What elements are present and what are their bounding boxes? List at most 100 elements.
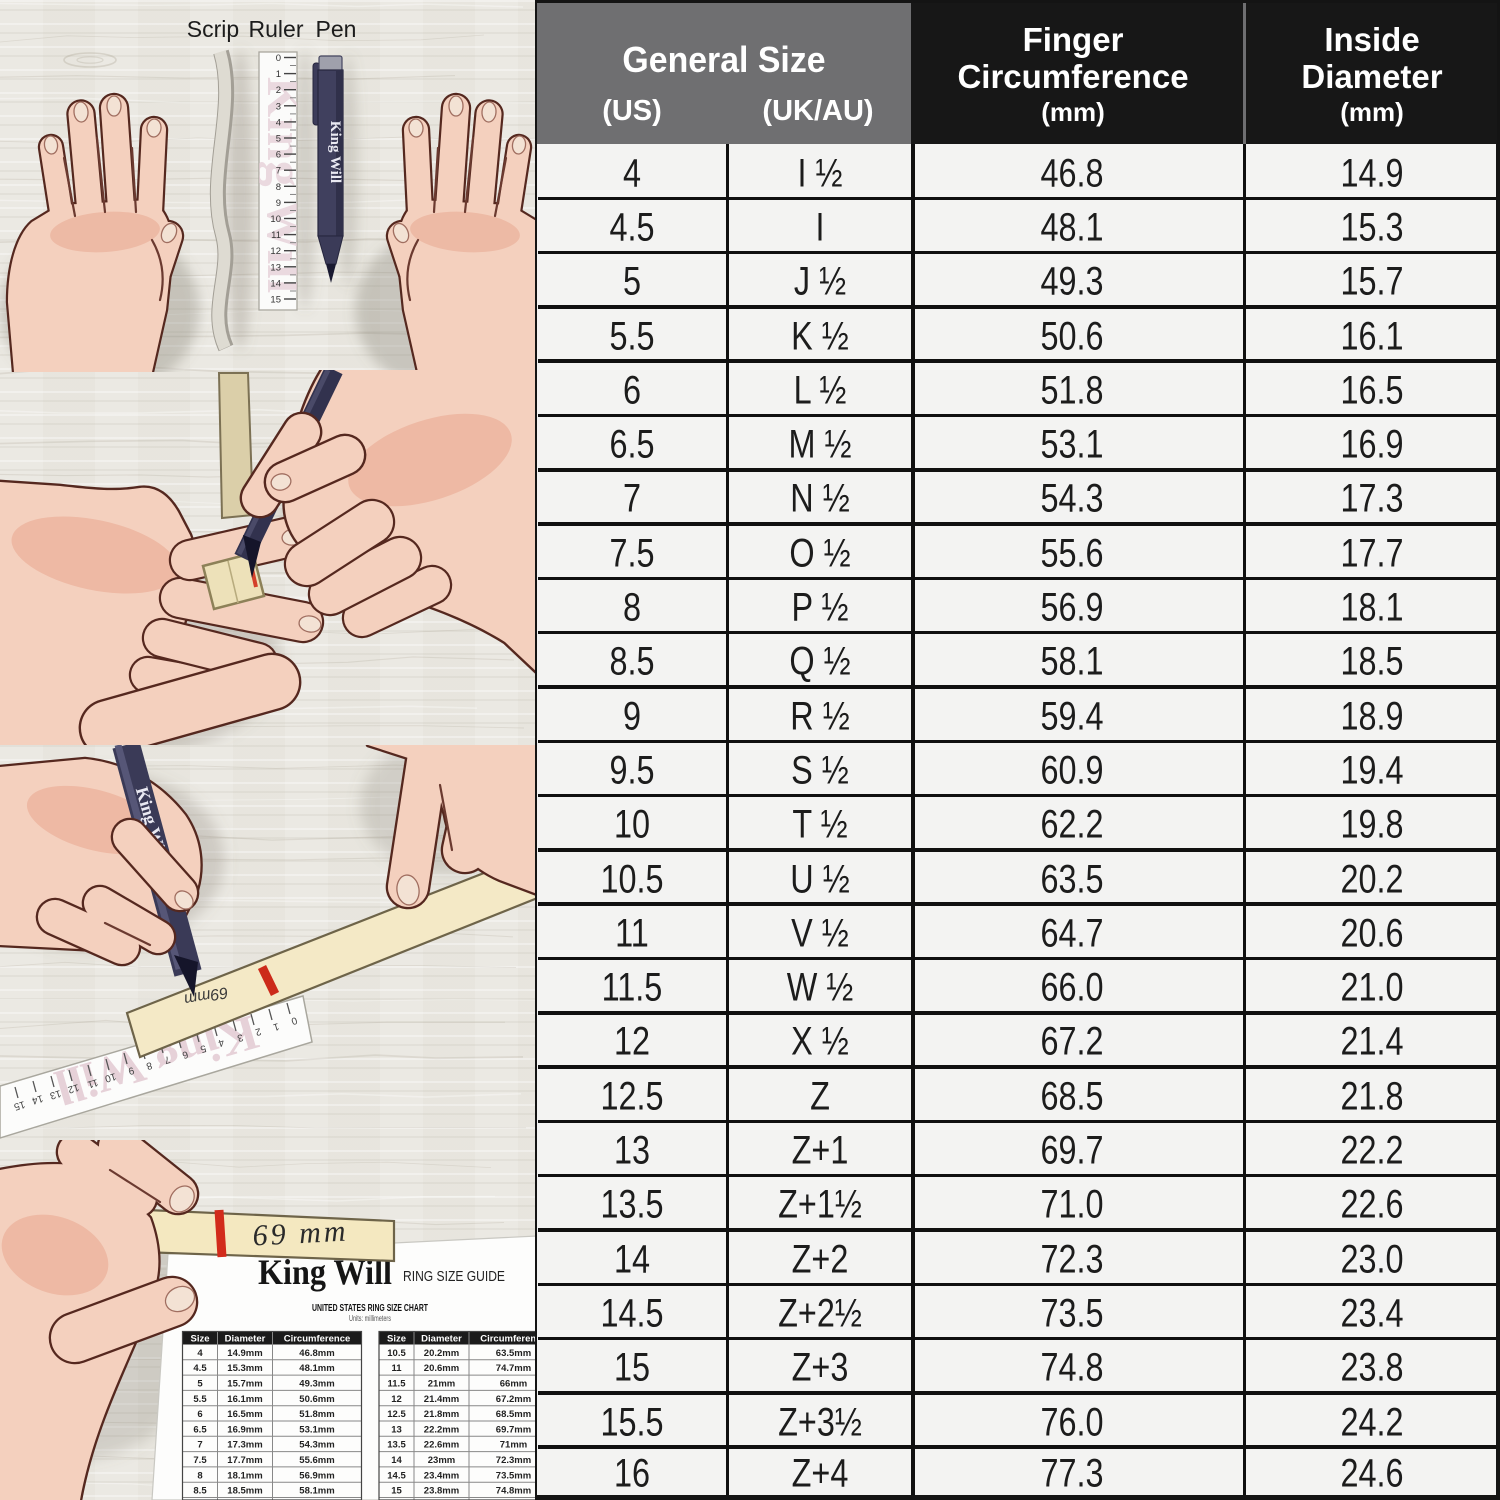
svg-text:11: 11 — [86, 1076, 100, 1090]
svg-text:3: 3 — [276, 101, 281, 112]
svg-text:21.8mm: 21.8mm — [424, 1409, 459, 1420]
svg-text:4: 4 — [276, 117, 281, 128]
svg-text:13: 13 — [270, 262, 281, 273]
svg-text:5: 5 — [276, 134, 281, 145]
svg-text:7: 7 — [162, 1053, 171, 1065]
svg-text:15: 15 — [12, 1098, 26, 1112]
svg-text:6: 6 — [276, 150, 281, 161]
svg-text:71mm: 71mm — [500, 1440, 527, 1451]
svg-text:67.2mm: 67.2mm — [496, 1394, 531, 1405]
svg-text:Units: millimeters: Units: millimeters — [349, 1313, 391, 1323]
svg-text:21mm: 21mm — [428, 1379, 455, 1390]
svg-text:0: 0 — [289, 1014, 298, 1026]
svg-text:10.5: 10.5 — [387, 1348, 406, 1359]
svg-text:7: 7 — [197, 1440, 202, 1451]
svg-text:46.8mm: 46.8mm — [299, 1348, 334, 1359]
svg-text:16.9mm: 16.9mm — [227, 1424, 262, 1435]
svg-text:16.5mm: 16.5mm — [227, 1409, 262, 1420]
svg-text:74.8mm: 74.8mm — [496, 1486, 531, 1497]
svg-text:6: 6 — [197, 1409, 202, 1420]
svg-text:3: 3 — [235, 1031, 244, 1043]
svg-text:15: 15 — [270, 295, 281, 306]
svg-text:23.8mm: 23.8mm — [424, 1486, 459, 1497]
svg-text:54.3mm: 54.3mm — [299, 1440, 334, 1451]
svg-text:Diameter: Diameter — [225, 1334, 266, 1345]
svg-text:63.5mm: 63.5mm — [496, 1348, 531, 1359]
svg-text:5: 5 — [198, 1042, 207, 1054]
svg-text:7.5: 7.5 — [193, 1455, 207, 1466]
svg-text:12: 12 — [391, 1394, 402, 1405]
svg-text:8: 8 — [276, 182, 281, 193]
svg-text:21.4mm: 21.4mm — [424, 1394, 459, 1405]
svg-text:10: 10 — [270, 214, 281, 225]
svg-text:23.4mm: 23.4mm — [424, 1470, 459, 1481]
svg-text:51.8mm: 51.8mm — [299, 1409, 334, 1420]
svg-text:22.2mm: 22.2mm — [424, 1424, 459, 1435]
svg-text:11: 11 — [271, 230, 281, 241]
svg-text:1: 1 — [271, 1020, 280, 1032]
svg-text:17.3mm: 17.3mm — [227, 1440, 262, 1451]
svg-text:12.5: 12.5 — [387, 1409, 406, 1420]
svg-text:49.3mm: 49.3mm — [299, 1379, 334, 1390]
svg-text:14.5: 14.5 — [387, 1470, 406, 1481]
svg-text:1: 1 — [276, 69, 281, 80]
svg-text:5.5: 5.5 — [193, 1394, 207, 1405]
svg-text:13: 13 — [391, 1424, 402, 1435]
svg-text:6: 6 — [180, 1048, 189, 1060]
svg-text:UNITED STATES RING SIZE CHART: UNITED STATES RING SIZE CHART — [312, 1303, 428, 1314]
svg-text:Diameter: Diameter — [421, 1334, 462, 1345]
svg-text:8.5: 8.5 — [193, 1486, 207, 1497]
svg-text:12: 12 — [66, 1081, 80, 1095]
svg-text:72.3mm: 72.3mm — [496, 1455, 531, 1466]
svg-text:18.1mm: 18.1mm — [227, 1470, 262, 1481]
svg-text:68.5mm: 68.5mm — [496, 1409, 531, 1420]
svg-text:50.6mm: 50.6mm — [299, 1394, 334, 1405]
svg-text:16.1mm: 16.1mm — [227, 1394, 262, 1405]
svg-text:18.5mm: 18.5mm — [227, 1486, 262, 1497]
svg-text:14.9mm: 14.9mm — [227, 1348, 262, 1359]
svg-text:2: 2 — [276, 85, 281, 96]
svg-text:9: 9 — [276, 198, 281, 209]
svg-text:58.1mm: 58.1mm — [299, 1486, 334, 1497]
svg-text:20.6mm: 20.6mm — [424, 1363, 459, 1374]
svg-text:56.9mm: 56.9mm — [299, 1470, 334, 1481]
svg-text:22.6mm: 22.6mm — [424, 1440, 459, 1451]
svg-text:11: 11 — [391, 1363, 402, 1374]
svg-text:8: 8 — [197, 1470, 202, 1481]
svg-text:10: 10 — [103, 1070, 117, 1084]
svg-text:66mm: 66mm — [500, 1379, 527, 1390]
svg-text:4.5: 4.5 — [193, 1363, 207, 1374]
svg-text:17.7mm: 17.7mm — [227, 1455, 262, 1466]
svg-text:Pen: Pen — [316, 16, 357, 42]
svg-text:5: 5 — [197, 1379, 203, 1390]
svg-text:53.1mm: 53.1mm — [299, 1424, 334, 1435]
svg-text:15.3mm: 15.3mm — [227, 1363, 262, 1374]
svg-text:69 mm: 69 mm — [252, 1215, 349, 1253]
svg-text:2: 2 — [253, 1025, 262, 1037]
svg-text:King Will: King Will — [327, 121, 343, 183]
svg-text:20.2mm: 20.2mm — [424, 1348, 459, 1359]
svg-text:15: 15 — [391, 1486, 402, 1497]
svg-text:12: 12 — [270, 246, 281, 257]
svg-text:13.5: 13.5 — [387, 1440, 406, 1451]
svg-text:9: 9 — [126, 1064, 135, 1076]
svg-text:69.7mm: 69.7mm — [496, 1424, 531, 1435]
svg-text:4: 4 — [197, 1348, 203, 1359]
svg-text:RING SIZE GUIDE: RING SIZE GUIDE — [403, 1269, 505, 1285]
svg-text:14: 14 — [30, 1092, 44, 1106]
svg-text:23mm: 23mm — [428, 1455, 455, 1466]
svg-text:73.5mm: 73.5mm — [496, 1470, 531, 1481]
svg-text:Circumference: Circumference — [480, 1334, 537, 1345]
svg-text:Size: Size — [387, 1334, 406, 1345]
svg-text:55.6mm: 55.6mm — [299, 1455, 334, 1466]
svg-text:15.7mm: 15.7mm — [227, 1379, 262, 1390]
svg-text:Size: Size — [190, 1334, 209, 1345]
svg-text:Scrip: Scrip — [187, 16, 239, 42]
svg-text:14: 14 — [391, 1455, 402, 1466]
svg-text:13: 13 — [48, 1087, 62, 1101]
svg-text:Circumference: Circumference — [284, 1334, 351, 1345]
svg-text:74.7mm: 74.7mm — [496, 1363, 531, 1374]
svg-text:11.5: 11.5 — [388, 1379, 407, 1390]
svg-text:King Will: King Will — [256, 77, 313, 293]
svg-text:Ruler: Ruler — [249, 16, 304, 42]
